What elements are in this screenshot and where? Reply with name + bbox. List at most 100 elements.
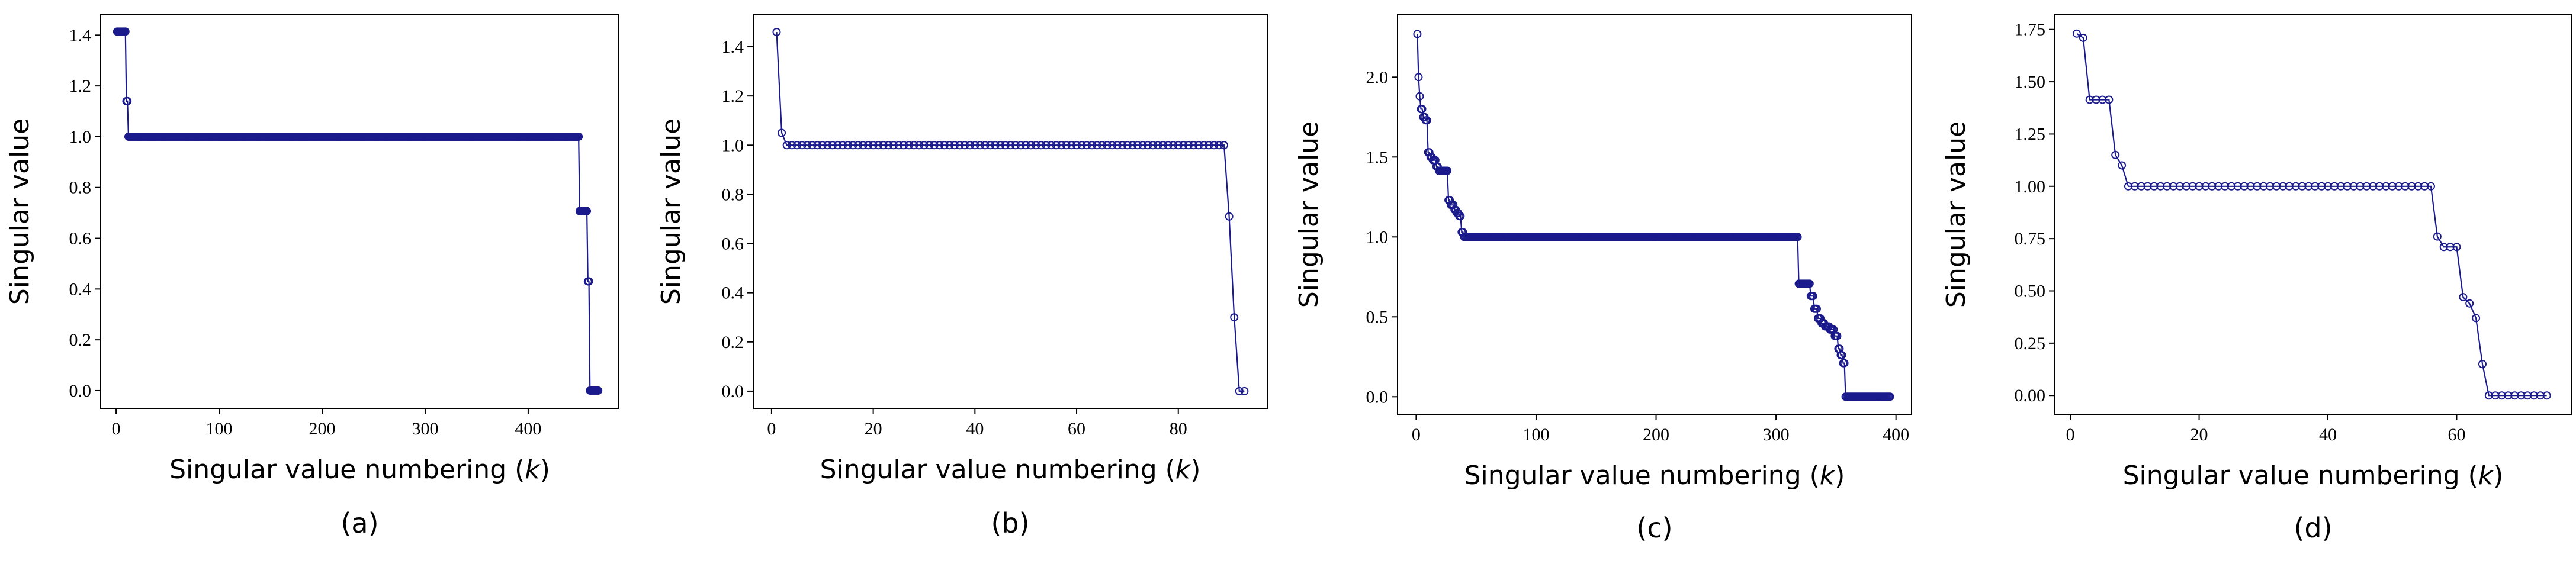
x-axis-label-close: )	[540, 455, 550, 485]
y-axis-label: Singular value	[656, 118, 686, 305]
data-point	[813, 141, 822, 150]
data-point	[2188, 182, 2197, 191]
data-point	[823, 141, 832, 150]
series-markers	[113, 27, 603, 395]
data-point	[1001, 141, 1010, 150]
data-point	[2143, 182, 2152, 191]
y-tick-label: 0.8	[722, 185, 744, 204]
y-tick-label: 1.4	[722, 37, 744, 57]
data-point	[2137, 182, 2145, 191]
chart-panel-3: 0 100 200 300 400 0.0 0.5 1.0 1.5 2.0 Singular val…	[1294, 14, 1912, 544]
data-point	[1108, 141, 1117, 150]
data-point	[864, 141, 873, 150]
data-point	[2459, 293, 2468, 302]
data-point	[2156, 182, 2165, 191]
data-point	[1199, 141, 1208, 150]
y-tick-label: 0.0	[1366, 387, 1389, 407]
data-point	[1006, 141, 1015, 150]
data-point	[2343, 182, 2352, 191]
data-point	[2195, 182, 2204, 191]
x-tick-label: 400	[1883, 425, 1909, 444]
data-point	[2426, 182, 2435, 191]
data-point	[1812, 304, 1821, 313]
data-point	[2182, 182, 2190, 191]
data-point	[1077, 141, 1086, 150]
data-point	[2523, 391, 2532, 400]
data-point	[1449, 201, 1458, 210]
data-point	[1148, 141, 1157, 150]
x-tick-label: 80	[1170, 419, 1187, 439]
data-point	[1133, 141, 1142, 150]
data-point	[2420, 182, 2429, 191]
y-tick-label: 2.0	[1366, 67, 1389, 87]
data-point	[1097, 141, 1106, 150]
y-axis-label: Singular value	[1941, 121, 1971, 308]
y-tick-label: 0.75	[2015, 229, 2046, 249]
y-tick-label: 0.0	[722, 382, 744, 401]
data-point	[1235, 386, 1244, 395]
data-point	[1230, 313, 1239, 322]
data-point	[2407, 182, 2416, 191]
y-tick-label: 1.00	[2015, 177, 2046, 196]
data-point	[1240, 386, 1249, 395]
data-point	[1083, 141, 1091, 150]
y-tick-label: 0.5	[1366, 307, 1389, 327]
data-point	[1138, 141, 1147, 150]
data-point	[1174, 141, 1183, 150]
data-point	[574, 132, 583, 141]
x-axis-label-text: Singular value numbering (	[2123, 460, 2478, 491]
y-tick-label: 1.2	[69, 76, 92, 96]
data-point	[1052, 141, 1061, 150]
data-point	[833, 141, 842, 150]
x-axis-label: Singular value numbering (k)	[820, 455, 1201, 485]
x-axis-label-text: Singular value numbering (	[1464, 460, 1820, 491]
plot-frame	[2054, 14, 2572, 415]
y-tick-label: 1.0	[69, 127, 92, 147]
data-point	[798, 141, 807, 150]
y-tick-label: 0.8	[69, 178, 92, 198]
data-point	[849, 141, 857, 150]
data-point	[2439, 243, 2448, 252]
data-point	[2381, 182, 2390, 191]
data-point	[2201, 182, 2210, 191]
y-tick-label: 0.25	[2015, 334, 2046, 353]
x-axis-label-close: )	[1190, 455, 1200, 485]
data-point	[2388, 182, 2397, 191]
chart-panel-4: 0 20 40 60 0.00 0.25 0.50 0.75 1.00 1.25 1.50 1.75 S…	[1941, 14, 2572, 544]
data-point	[1194, 141, 1203, 150]
y-tick-label: 1.25	[2015, 124, 2046, 144]
series-markers	[772, 28, 1249, 395]
data-point	[1215, 141, 1223, 150]
series-line	[117, 31, 599, 392]
data-point	[971, 141, 979, 150]
plot-frame	[100, 14, 619, 409]
data-point	[853, 141, 862, 150]
series-markers	[2072, 29, 2551, 400]
data-point	[1840, 359, 1849, 368]
x-tick-label: 60	[1068, 419, 1085, 439]
data-point	[1838, 351, 1846, 360]
data-point	[2433, 232, 2442, 241]
data-point	[1072, 141, 1081, 150]
x-axis-label: Singular value numbering (k)	[2123, 460, 2504, 491]
data-point	[2304, 182, 2313, 191]
x-axis-label-variable: k	[2478, 460, 2494, 491]
data-point	[584, 277, 593, 286]
y-tick-label: 0.0	[69, 381, 92, 401]
data-point	[914, 141, 923, 150]
data-point	[2356, 182, 2365, 191]
data-point	[2105, 95, 2114, 104]
x-tick-label: 200	[309, 419, 336, 439]
data-point	[1220, 141, 1229, 150]
x-tick-label: 100	[1523, 425, 1549, 444]
x-axis-label-text: Singular value numbering (	[820, 455, 1175, 485]
data-point	[925, 141, 934, 150]
data-point	[818, 141, 827, 150]
data-point	[1415, 92, 1424, 101]
data-point	[2324, 182, 2333, 191]
data-point	[2272, 182, 2281, 191]
data-point	[1209, 141, 1218, 150]
data-point	[955, 141, 964, 150]
panel-label: (b)	[991, 507, 1029, 539]
data-point	[2298, 182, 2307, 191]
